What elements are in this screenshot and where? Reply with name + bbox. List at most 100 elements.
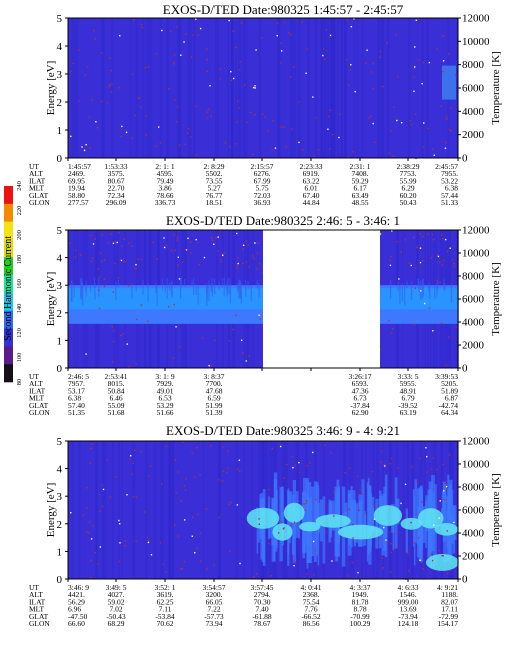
noise-dot	[436, 506, 438, 508]
noise-dot	[323, 444, 326, 446]
noise-dot	[389, 259, 392, 262]
noise-dot	[380, 461, 382, 463]
noise-dot	[432, 457, 435, 459]
noise-dot	[436, 279, 439, 281]
background-streak	[244, 18, 248, 158]
noise-dot	[135, 318, 138, 321]
energy-band-streak	[293, 511, 296, 538]
noise-dot	[250, 111, 252, 114]
noise-dot	[144, 66, 146, 69]
noise-dot	[173, 524, 176, 526]
noise-dot	[435, 468, 438, 471]
noise-dot	[114, 241, 117, 243]
noise-dot	[242, 262, 244, 265]
ephemeris-value: 1949.	[352, 590, 369, 599]
noise-dot	[132, 462, 134, 464]
noise-dot	[425, 446, 427, 449]
ephemeris-value: 62.25	[157, 597, 174, 606]
noise-dot	[191, 452, 193, 454]
ephemeris-row-label: MLT	[29, 394, 45, 403]
ephemeris-value: 44.84	[303, 198, 320, 207]
noise-dot	[390, 457, 393, 460]
ephemeris-value: 8.78	[353, 605, 366, 614]
noise-dot	[370, 115, 372, 118]
y-tick-label: 4	[57, 464, 63, 476]
noise-dot	[109, 496, 112, 498]
background-streak	[149, 18, 153, 158]
noise-dot	[415, 480, 418, 482]
noise-dot	[222, 254, 224, 257]
noise-dot	[274, 147, 277, 149]
spectrogram-panel: 0 1 2 3 4 5 0 2000 4000 6000 8000 10000 12000 Energy …	[29, 2, 502, 207]
background-streak	[95, 441, 98, 579]
noise-dot	[94, 37, 96, 40]
y2-tick-label: 10000	[462, 459, 490, 471]
background-streak	[421, 18, 424, 158]
noise-dot	[291, 455, 294, 458]
noise-dot	[91, 257, 94, 259]
noise-dot	[428, 61, 431, 64]
colorbar-swatch	[4, 239, 13, 258]
noise-dot	[206, 70, 209, 73]
noise-dot	[183, 41, 185, 43]
noise-dot	[315, 499, 317, 501]
energy-band-streak	[170, 281, 172, 295]
noise-dot	[97, 268, 100, 270]
ephemeris-value: 7.11	[159, 605, 172, 614]
noise-dot	[183, 560, 186, 563]
noise-dot	[182, 261, 184, 263]
noise-dot	[232, 30, 234, 32]
noise-dot	[407, 570, 410, 572]
background-streak	[277, 18, 281, 158]
noise-dot	[444, 482, 447, 484]
ephemeris-value: 2:45:57	[435, 162, 458, 171]
energy-band-streak	[257, 518, 260, 543]
noise-dot	[111, 83, 113, 85]
ephemeris-value: 154.17	[437, 619, 458, 628]
noise-dot	[166, 244, 168, 247]
ephemeris-value: 51.89	[441, 386, 458, 395]
noise-dot	[119, 542, 121, 544]
background-streak	[381, 18, 385, 158]
noise-dot	[420, 290, 422, 292]
colorbar-swatch	[4, 328, 13, 347]
noise-dot	[410, 521, 412, 524]
noise-dot	[414, 267, 417, 269]
background-streak	[121, 441, 123, 579]
energy-band-streak	[443, 279, 445, 290]
ephemeris-value: 67.40	[303, 191, 320, 200]
ephemeris-value: 296.09	[106, 198, 127, 207]
noise-dot	[303, 503, 305, 505]
noise-dot	[255, 49, 257, 51]
noise-dot	[177, 236, 179, 239]
noise-dot	[446, 530, 448, 532]
noise-dot	[258, 262, 261, 265]
ephemeris-value: 59.02	[108, 597, 125, 606]
noise-dot	[135, 540, 137, 542]
noise-dot	[389, 463, 391, 465]
noise-dot	[419, 457, 421, 460]
noise-dot	[213, 243, 215, 245]
energy-band-blob	[246, 507, 280, 529]
noise-dot	[445, 364, 447, 366]
noise-dot	[416, 246, 418, 249]
background-streak	[320, 18, 323, 158]
energy-band-streak	[70, 280, 73, 302]
noise-dot	[400, 251, 403, 253]
energy-band-streak	[298, 510, 300, 539]
colorbar-tick-label: 100	[16, 353, 23, 363]
energy-band-streak	[401, 282, 404, 302]
energy-band-blob	[315, 514, 351, 528]
energy-band-streak	[155, 283, 157, 293]
noise-dot	[285, 463, 288, 466]
y2-tick-label: 0	[462, 363, 468, 375]
energy-band-streak	[180, 277, 182, 287]
noise-dot	[86, 487, 88, 489]
noise-dot	[423, 302, 426, 305]
colorbar-swatch	[4, 292, 13, 312]
y2-tick-label: 4000	[462, 317, 485, 329]
noise-dot	[380, 450, 383, 453]
energy-band-streak	[436, 283, 438, 297]
noise-dot	[419, 232, 422, 235]
noise-dot	[101, 484, 103, 486]
